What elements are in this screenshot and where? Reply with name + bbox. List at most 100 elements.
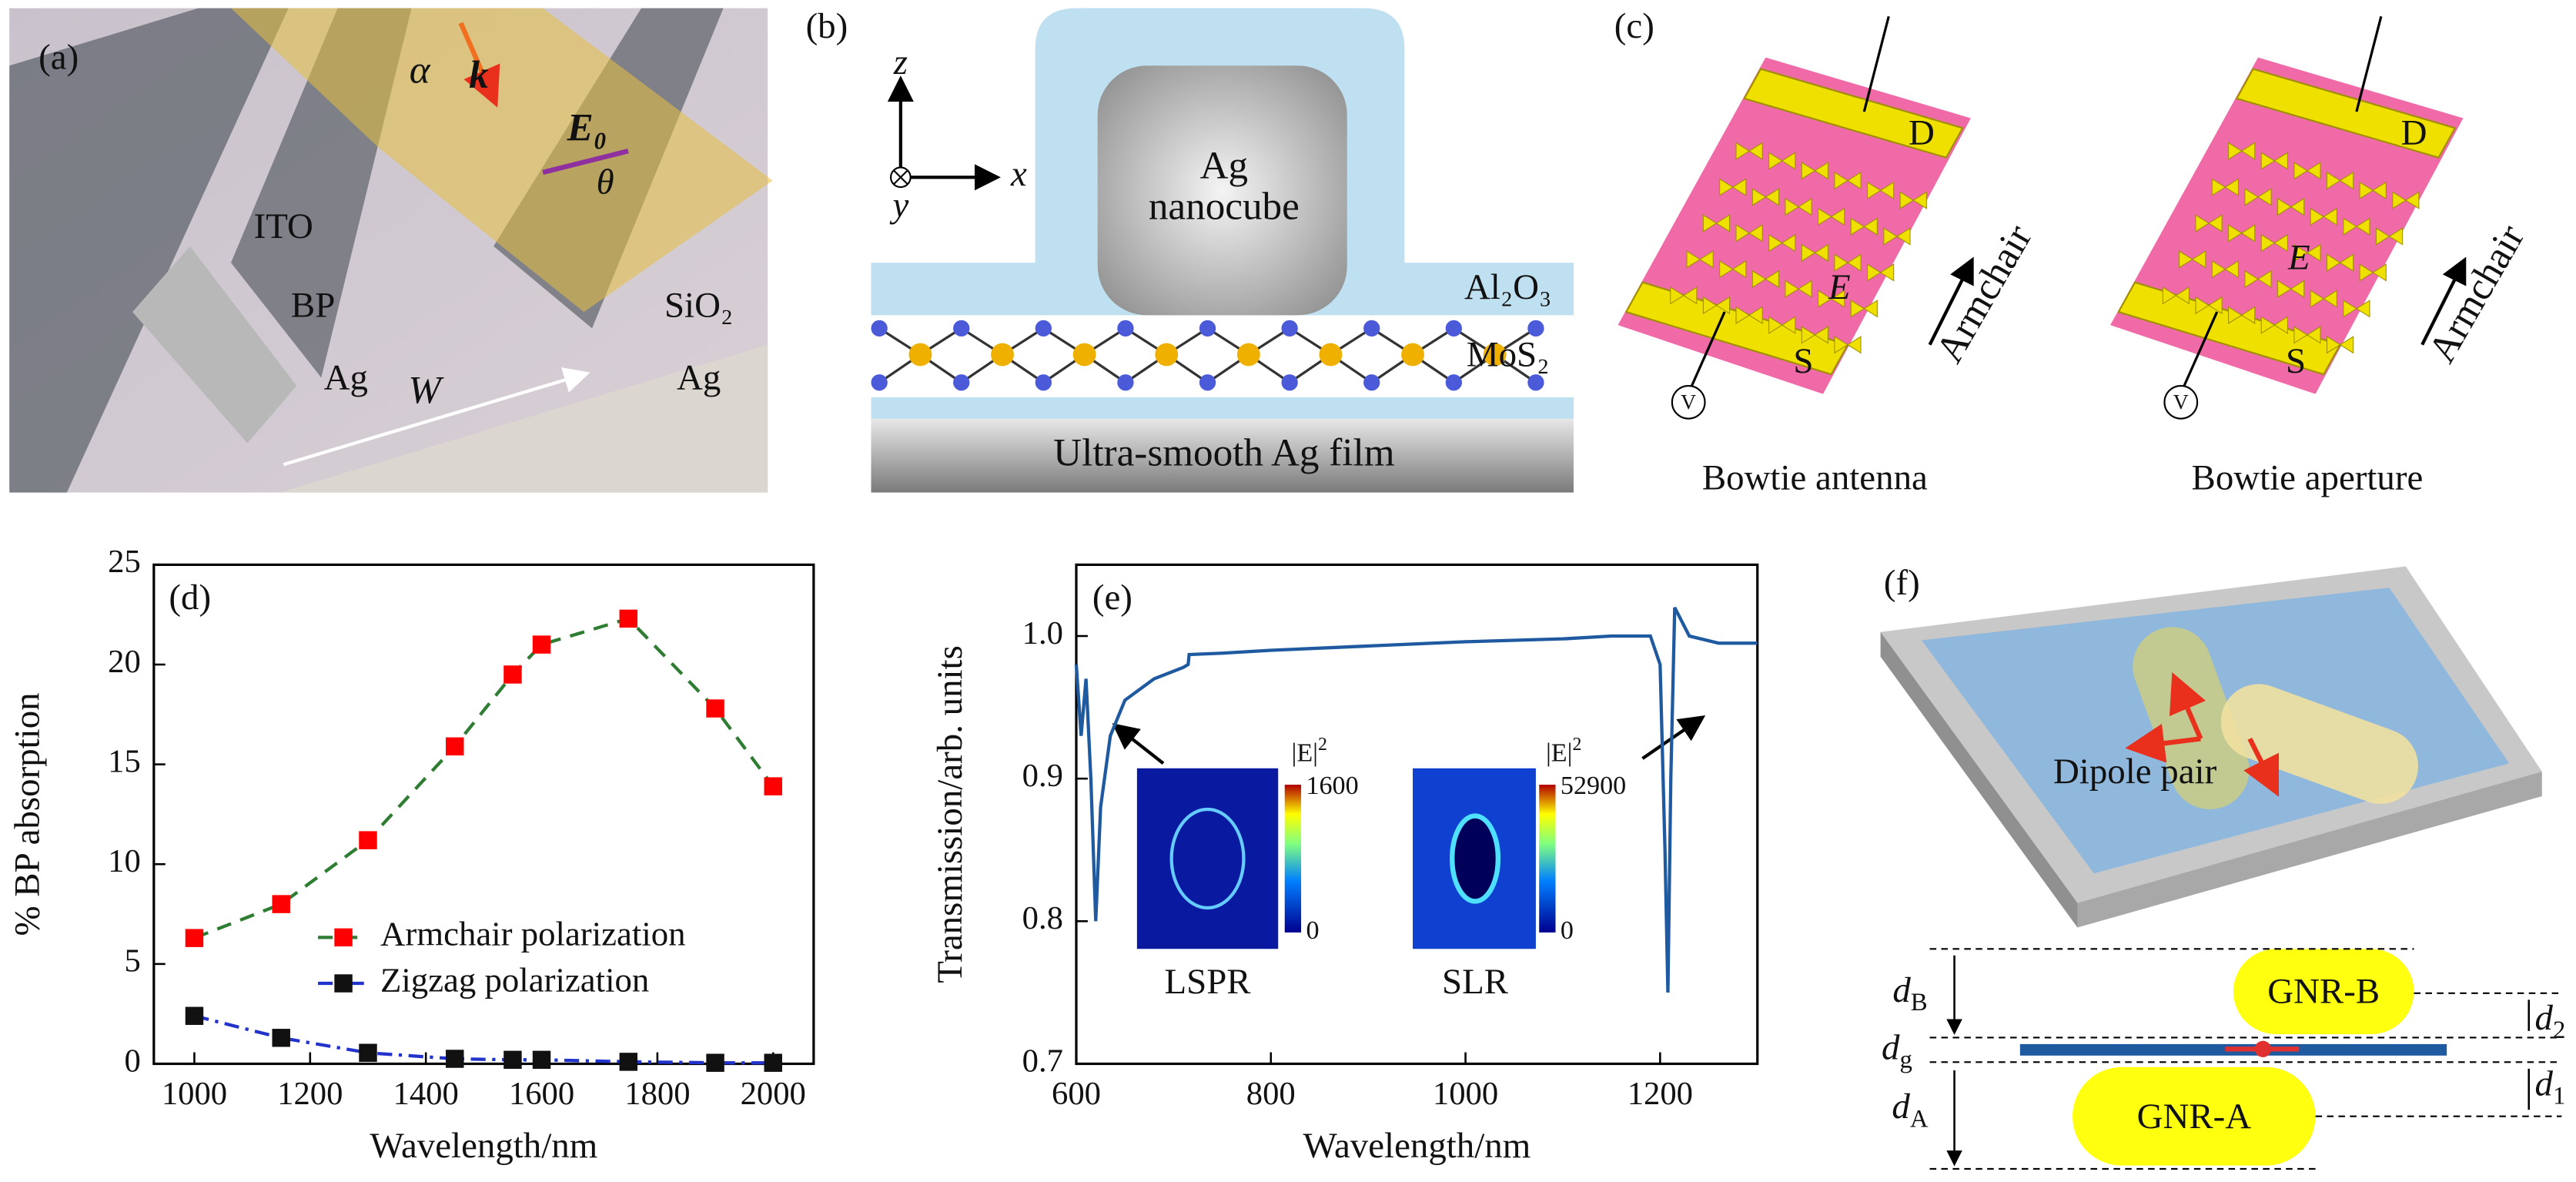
x-tick-label: 1400: [393, 1076, 459, 1112]
label: Al₂O₃: [1464, 267, 1551, 307]
bowtie: [2195, 296, 2223, 315]
panel-b-art: [871, 8, 1574, 493]
bowtie: [1834, 336, 1862, 354]
bowtie: [2211, 260, 2239, 279]
atom-s: [1363, 320, 1380, 337]
data-point: [706, 1053, 724, 1072]
bowtie: [2293, 243, 2321, 262]
x-tick-label: 1600: [509, 1076, 574, 1112]
y-tick-label: 25: [108, 544, 141, 580]
x-tick-label: 1200: [277, 1076, 343, 1112]
label: S: [2286, 341, 2306, 381]
label-sub: B: [1911, 988, 1928, 1016]
label: S: [1793, 341, 1813, 381]
atom-mo: [1072, 343, 1096, 367]
label: (b): [806, 6, 848, 46]
atom-s: [1527, 374, 1544, 391]
label-sub: A: [1910, 1105, 1929, 1133]
legend-label: Zigzag polarization: [380, 960, 649, 999]
bowtie: [1768, 152, 1796, 170]
label: GNR-A: [2137, 1097, 2252, 1137]
label-sub: 2: [2553, 1016, 2565, 1044]
atom-s: [953, 320, 970, 337]
label: Bowtie aperture: [2192, 457, 2424, 497]
label: dg: [1882, 1027, 1912, 1073]
data-point: [185, 1006, 204, 1026]
bowtie: [1818, 207, 1845, 226]
bowtie: [1785, 280, 1812, 298]
bowtie: [2277, 280, 2305, 298]
atom-s: [1281, 320, 1298, 337]
atom-s: [1117, 320, 1134, 337]
panel-e-insets: [1112, 715, 1706, 949]
bowtie: [2310, 290, 2337, 308]
bowtie: [1834, 253, 1862, 272]
data-point: [764, 1053, 782, 1072]
label: E: [2287, 238, 2310, 278]
bowtie: [1768, 316, 1796, 334]
bowtie: [2326, 253, 2354, 272]
y-tick-label: 0.7: [1022, 1043, 1063, 1079]
label: α: [410, 49, 431, 92]
label: d2: [2535, 998, 2566, 1044]
x-tick-label: 1000: [1433, 1076, 1498, 1112]
bowtie: [1735, 142, 1763, 160]
atom-mo: [1155, 343, 1179, 367]
label: Bowtie antenna: [1702, 457, 1928, 497]
label: k: [469, 53, 489, 97]
source-symbol: [1671, 384, 1706, 420]
label: Armchair: [2420, 217, 2533, 370]
bowtie: [2293, 162, 2321, 180]
source-symbol: [2163, 384, 2199, 420]
series-line: [1074, 606, 1758, 993]
atom-s: [871, 320, 888, 337]
data-point: [272, 1029, 290, 1047]
bowtie: [2244, 188, 2272, 206]
bowtie: [1883, 227, 1911, 246]
plot-frame: [152, 563, 815, 1066]
bowtie: [2375, 227, 2404, 246]
x-tick-label: 1800: [624, 1076, 690, 1112]
atom-mo: [1236, 343, 1260, 367]
label: (e): [1092, 578, 1132, 618]
label-base: d: [2535, 998, 2554, 1038]
y-tick-label: 10: [108, 843, 141, 879]
label: Ag: [324, 357, 368, 397]
legend-marker: [334, 974, 353, 993]
x-tick-label: 600: [1052, 1076, 1101, 1112]
y-tick-label: 0: [124, 1043, 140, 1079]
bowtie: [1801, 326, 1828, 344]
bowtie: [2228, 224, 2256, 243]
label: |E|2: [1546, 735, 1581, 767]
label: θ: [597, 162, 614, 203]
bowtie: [2244, 270, 2272, 289]
label: dA: [1892, 1087, 1928, 1133]
bowtie: [2179, 250, 2206, 269]
x-tick-label: 1000: [162, 1076, 227, 1112]
bowtie: [1686, 250, 1714, 269]
y-axis-label: Transmission/arb. units: [930, 645, 970, 983]
label: (c): [1614, 6, 1654, 46]
y-tick-label: 0.9: [1022, 758, 1063, 794]
colorbar-tick-label: 1600: [1306, 772, 1358, 800]
bowtie: [1702, 214, 1731, 233]
label: Ultra-smooth Ag film: [1053, 430, 1394, 474]
atom-s: [871, 374, 888, 391]
bowtie: [2228, 142, 2256, 160]
label: Armchair: [1927, 217, 2040, 370]
bowtie: [1751, 270, 1779, 289]
label: W: [408, 368, 444, 412]
bowtie: [1850, 300, 1878, 318]
x-axis-label: Wavelength/nm: [1303, 1126, 1531, 1166]
mos2-lattice: [871, 320, 1544, 391]
legend-label: Armchair polarization: [380, 915, 686, 953]
bowtie: [1867, 263, 1895, 282]
label: V: [2173, 390, 2189, 414]
bowtie: [1719, 260, 1747, 279]
bowtie: [2326, 336, 2354, 354]
label: ITO: [254, 206, 313, 246]
bowtie: [2343, 217, 2370, 236]
data-point: [359, 1043, 377, 1062]
y-tick-label: 0.8: [1022, 900, 1063, 936]
